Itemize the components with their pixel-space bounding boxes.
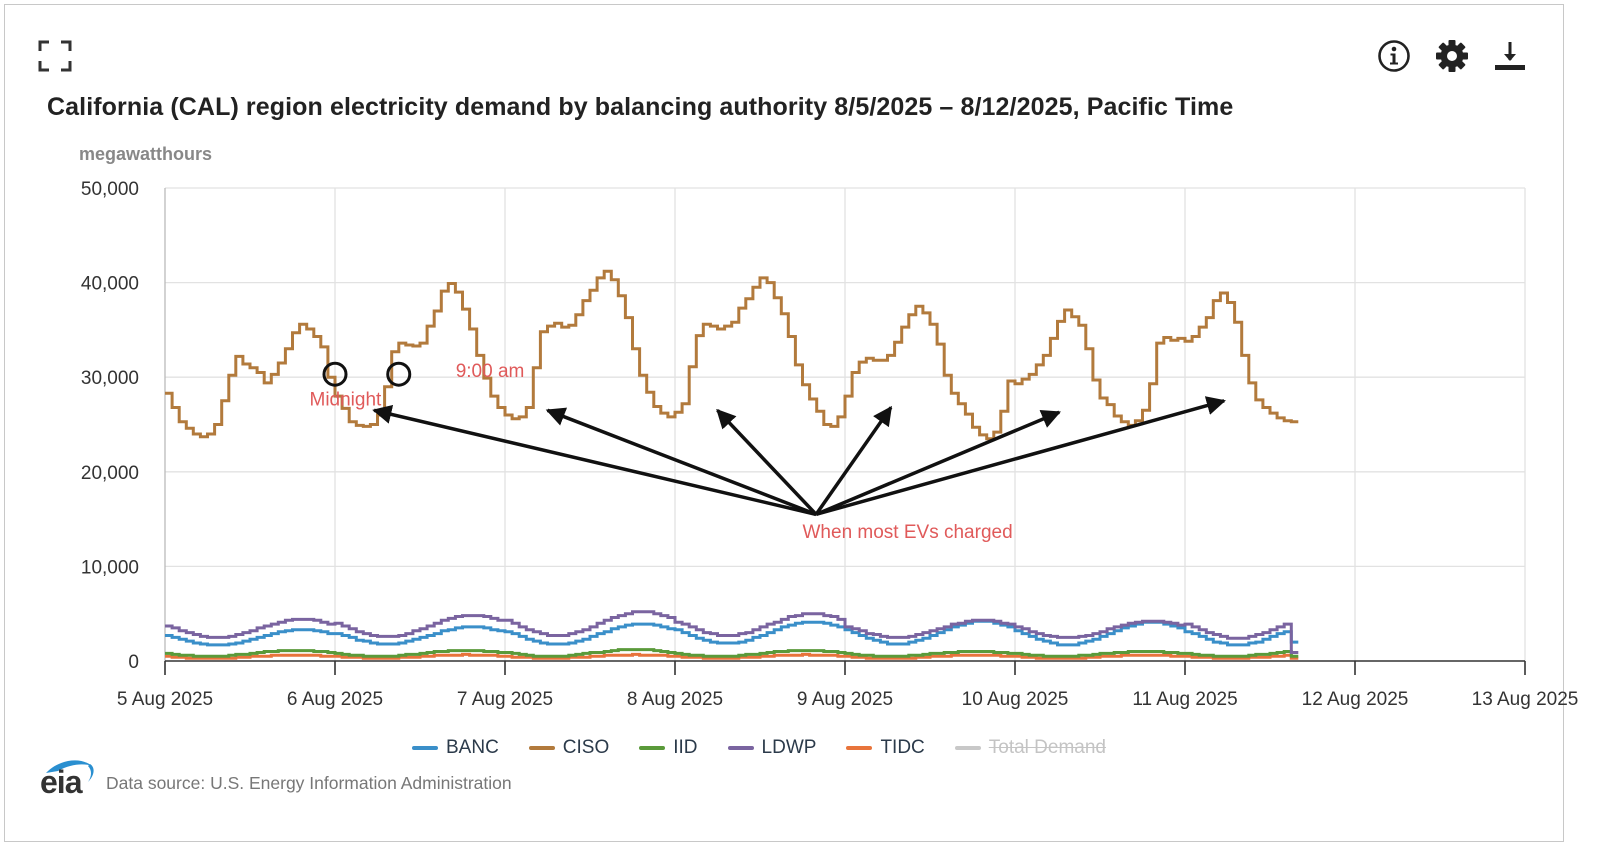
info-button[interactable] xyxy=(1376,38,1412,74)
x-tick-label: 9 Aug 2025 xyxy=(797,689,893,710)
legend-swatch xyxy=(639,746,666,750)
series-line-tidc xyxy=(165,652,1299,660)
legend-swatch xyxy=(528,746,555,750)
legend-label: LDWP xyxy=(761,737,817,758)
annotation-arrow xyxy=(545,407,817,517)
gear-icon xyxy=(1436,40,1468,72)
legend-swatch xyxy=(727,746,754,750)
data-source-text: Data source: U.S. Energy Information Adm… xyxy=(106,773,512,793)
y-axis-units: megawatthours xyxy=(79,144,213,164)
legend-label: TIDC xyxy=(880,737,925,758)
y-tick-label: 30,000 xyxy=(81,368,139,389)
download-icon xyxy=(1495,42,1525,70)
y-tick-label: 50,000 xyxy=(81,179,139,200)
annotation-circle xyxy=(322,361,348,387)
settings-button[interactable] xyxy=(1434,38,1470,74)
eia-swoosh-icon xyxy=(46,760,94,782)
series-line-ciso xyxy=(165,269,1299,441)
y-tick-label: 0 xyxy=(128,652,139,673)
annotation-arrow xyxy=(815,410,1061,516)
chart-legend: BANC CISO IID LDWP TIDC Total Demand xyxy=(412,737,1106,759)
chart-container xyxy=(4,4,1564,842)
legend-swatch xyxy=(412,746,438,750)
legend-item-iid[interactable]: IID xyxy=(639,737,698,759)
legend-label: Total Demand xyxy=(988,737,1106,758)
legend-item-banc[interactable]: BANC xyxy=(412,737,499,759)
legend-label: IID xyxy=(673,737,698,758)
series-line-iid xyxy=(165,648,1299,658)
info-icon xyxy=(1378,40,1410,72)
legend-item-total-demand[interactable]: Total Demand xyxy=(954,737,1106,759)
annotation-circle xyxy=(386,361,412,387)
legend-label: CISO xyxy=(562,737,610,758)
annotation-arrow xyxy=(815,396,1226,517)
annotation-arrow xyxy=(372,404,817,517)
expand-button[interactable] xyxy=(38,40,72,72)
y-tick-label: 40,000 xyxy=(81,274,139,295)
x-tick-label: 7 Aug 2025 xyxy=(457,689,553,710)
chart-title: California (CAL) region electricity dema… xyxy=(47,93,1234,121)
legend-swatch xyxy=(954,746,981,750)
y-tick-label: 20,000 xyxy=(81,463,139,484)
data-source: eia Data source: U.S. Energy Information… xyxy=(40,758,512,798)
eia-logo: eia xyxy=(40,758,98,798)
x-tick-label: 8 Aug 2025 xyxy=(627,689,723,710)
legend-label: BANC xyxy=(446,737,499,758)
x-tick-label: 10 Aug 2025 xyxy=(962,689,1069,710)
x-tick-label: 13 Aug 2025 xyxy=(1472,689,1579,710)
x-tick-label: 5 Aug 2025 xyxy=(117,689,213,710)
eia-logo-text: eia xyxy=(40,764,82,800)
annotation-label: When most EVs charged xyxy=(803,522,1013,543)
annotation-label: 9:00 am xyxy=(456,361,525,382)
legend-item-ciso[interactable]: CISO xyxy=(528,737,610,759)
series-line-ldwp xyxy=(165,610,1299,654)
x-tick-label: 12 Aug 2025 xyxy=(1302,689,1409,710)
download-button[interactable] xyxy=(1492,38,1528,74)
legend-item-tidc[interactable]: TIDC xyxy=(846,737,925,759)
y-tick-label: 10,000 xyxy=(81,557,139,578)
annotation-label: Midnight xyxy=(310,390,383,411)
legend-item-ldwp[interactable]: LDWP xyxy=(727,737,817,759)
series-line-banc xyxy=(165,619,1299,647)
annotation-arrow xyxy=(716,408,818,516)
legend-swatch xyxy=(846,746,873,750)
x-tick-label: 6 Aug 2025 xyxy=(287,689,383,710)
annotation-arrow xyxy=(814,405,893,516)
x-tick-label: 11 Aug 2025 xyxy=(1132,689,1237,710)
expand-icon xyxy=(38,40,72,72)
chart-toolbar xyxy=(1376,38,1528,74)
